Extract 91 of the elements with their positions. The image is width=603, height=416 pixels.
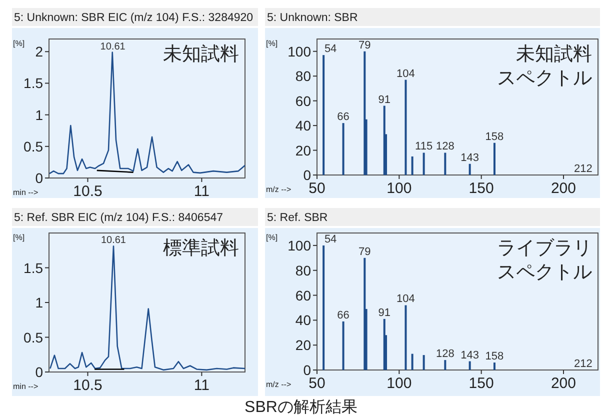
bar: [422, 152, 425, 175]
y-tick-label: 80: [295, 262, 312, 278]
bar: [411, 156, 414, 175]
annotation: ライブラリ: [497, 238, 592, 259]
annotation: 212: [574, 358, 592, 370]
x-tick-label: 150: [468, 180, 494, 197]
annotation: 158: [485, 130, 504, 143]
y-axis-title: [%]: [266, 233, 278, 242]
annotation: 212: [574, 163, 592, 175]
y-axis-title: [%]: [266, 39, 278, 48]
x-tick-label: 50: [308, 180, 326, 197]
annotation: 未知試料: [516, 44, 592, 65]
chart-title: 5: Ref. SBR: [267, 212, 328, 224]
annotation: 115: [415, 140, 433, 153]
annotation: 104: [396, 293, 415, 306]
annotation: 143: [460, 152, 480, 164]
x-tick-label: 50: [308, 375, 326, 392]
annotation: 66: [337, 309, 350, 322]
annotation: 10.61: [100, 235, 126, 246]
y-tick-label: 1: [35, 106, 44, 123]
x-tick-label: 10.5: [73, 183, 102, 200]
y-axis-title: [%]: [13, 39, 25, 48]
annotation: スペクトル: [497, 68, 592, 89]
bar: [468, 361, 471, 370]
chart-title: 5: Unknown: SBR EIC (m/z 104) F.S.: 3284920: [14, 12, 254, 24]
bar: [493, 362, 496, 370]
annotation: 104: [396, 68, 415, 80]
annotation: 54: [324, 233, 337, 246]
y-tick-label: 20: [295, 337, 312, 354]
y-tick-label: 40: [295, 118, 312, 134]
y-tick-label: 100: [288, 237, 312, 254]
chart-title: 5: Ref. SBR EIC (m/z 104) F.S.: 8406547: [14, 212, 224, 224]
annotation: 未知試料: [163, 44, 239, 65]
bar: [322, 55, 325, 175]
annotation: 79: [358, 39, 371, 52]
annotation: 標準試料: [163, 238, 239, 259]
x-tick-label: 100: [386, 375, 412, 392]
x-tick-label: 200: [550, 180, 576, 197]
x-tick-label: 100: [386, 180, 412, 197]
y-tick-label: 1.5: [24, 75, 44, 92]
bar: [342, 123, 344, 175]
bar: [411, 354, 414, 370]
annotation: 10.61: [100, 41, 126, 52]
chart-title: 5: Unknown: SBR: [267, 12, 358, 24]
x-tick-label: 10.5: [73, 377, 102, 394]
x-axis-title: m/z -->: [266, 380, 292, 389]
x-axis-title: min -->: [13, 188, 38, 197]
y-tick-label: 1.5: [24, 260, 44, 276]
y-tick-label: 1: [35, 294, 44, 310]
y-tick-label: 0: [303, 362, 312, 378]
annotation: 54: [324, 43, 337, 56]
bar: [404, 305, 407, 370]
y-tick-label: 100: [288, 43, 312, 60]
y-tick-label: 0.5: [24, 329, 44, 346]
x-tick-label: 11: [194, 377, 210, 394]
annotation: 158: [485, 350, 504, 363]
annotation: 79: [358, 246, 371, 258]
x-tick-label: 200: [550, 375, 576, 392]
y-tick-label: 2: [35, 44, 44, 60]
x-axis-title: min -->: [13, 382, 38, 391]
y-axis-title: [%]: [13, 233, 25, 242]
bar: [364, 51, 366, 175]
x-tick-label: 11: [194, 183, 210, 200]
annotation: 66: [337, 111, 350, 124]
annotation: 128: [436, 348, 454, 360]
bar: [493, 142, 496, 175]
y-tick-label: 60: [295, 287, 312, 304]
y-tick-label: 0: [303, 167, 312, 183]
bar: [422, 355, 425, 370]
bar: [322, 245, 325, 370]
bar: [404, 80, 407, 175]
y-tick-label: 80: [295, 68, 312, 84]
annotation: 143: [460, 349, 480, 362]
annotation: 91: [378, 306, 390, 319]
bar: [468, 164, 471, 175]
y-tick-label: 0: [35, 170, 44, 186]
x-tick-label: 150: [468, 375, 494, 392]
annotation: スペクトル: [497, 262, 592, 283]
annotation: 91: [378, 94, 390, 106]
y-tick-label: 40: [295, 312, 312, 328]
bar: [364, 258, 366, 370]
bar: [444, 152, 446, 175]
y-tick-label: 0.5: [24, 138, 44, 154]
y-tick-label: 60: [295, 92, 312, 109]
bar: [444, 360, 446, 370]
annotation: 128: [436, 140, 454, 153]
bar: [342, 321, 344, 370]
text: SBRの解析結果: [244, 399, 358, 416]
y-tick-label: 0: [35, 364, 44, 380]
y-tick-label: 20: [295, 142, 312, 158]
x-axis-title: m/z -->: [266, 185, 292, 194]
